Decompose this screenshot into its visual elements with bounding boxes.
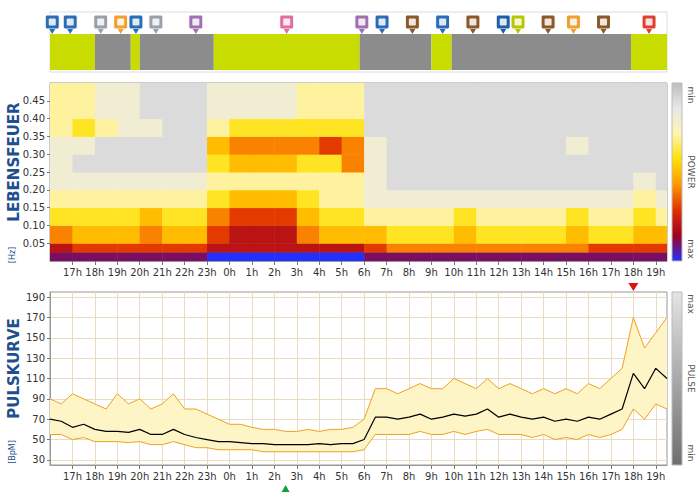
svg-text:170: 170 <box>26 312 45 323</box>
svg-text:POWER: POWER <box>686 155 696 188</box>
svg-text:17h: 17h <box>601 471 620 482</box>
svg-text:13h: 13h <box>512 471 531 482</box>
svg-text:9h: 9h <box>425 267 438 278</box>
svg-text:11h: 11h <box>467 471 486 482</box>
svg-text:21h: 21h <box>153 471 172 482</box>
svg-text:4h: 4h <box>313 471 326 482</box>
svg-text:19h: 19h <box>646 471 665 482</box>
svg-text:0.40: 0.40 <box>23 113 45 124</box>
svg-text:11h: 11h <box>467 267 486 278</box>
svg-text:19h: 19h <box>108 267 127 278</box>
svg-text:18h: 18h <box>624 471 643 482</box>
svg-text:[BpM]: [BpM] <box>8 440 17 464</box>
svg-text:7h: 7h <box>380 267 393 278</box>
svg-text:8h: 8h <box>403 267 416 278</box>
svg-text:190: 190 <box>26 292 45 303</box>
svg-text:0.35: 0.35 <box>23 131 45 142</box>
svg-text:50: 50 <box>32 434 45 445</box>
svg-text:14h: 14h <box>534 471 553 482</box>
svg-text:18h: 18h <box>624 267 643 278</box>
svg-text:min: min <box>686 87 696 104</box>
svg-text:15h: 15h <box>557 267 576 278</box>
svg-text:LEBENSFEUER: LEBENSFEUER <box>5 102 23 222</box>
svg-text:23h: 23h <box>198 471 217 482</box>
svg-text:17h: 17h <box>63 267 82 278</box>
svg-text:0.05: 0.05 <box>23 238 45 249</box>
svg-text:[Hz]: [Hz] <box>8 247 17 263</box>
svg-text:16h: 16h <box>579 267 598 278</box>
svg-text:70: 70 <box>32 414 45 425</box>
svg-text:1h: 1h <box>246 471 259 482</box>
svg-text:7h: 7h <box>380 471 393 482</box>
svg-text:10h: 10h <box>444 471 463 482</box>
svg-text:0.10: 0.10 <box>23 220 45 231</box>
svg-text:0.20: 0.20 <box>23 184 45 195</box>
svg-text:17h: 17h <box>601 267 620 278</box>
svg-text:22h: 22h <box>175 267 194 278</box>
svg-text:min: min <box>686 445 696 462</box>
svg-text:0h: 0h <box>223 471 236 482</box>
svg-text:4h: 4h <box>313 267 326 278</box>
svg-text:23h: 23h <box>198 267 217 278</box>
svg-text:10h: 10h <box>444 267 463 278</box>
svg-text:14h: 14h <box>534 267 553 278</box>
svg-text:90: 90 <box>32 393 45 404</box>
svg-text:13h: 13h <box>512 267 531 278</box>
svg-text:150: 150 <box>26 332 45 343</box>
svg-text:15h: 15h <box>557 471 576 482</box>
svg-text:2h: 2h <box>268 471 281 482</box>
svg-text:12h: 12h <box>489 471 508 482</box>
svg-text:130: 130 <box>26 353 45 364</box>
svg-text:PULSE: PULSE <box>686 364 696 393</box>
svg-text:PULSKURVE: PULSKURVE <box>5 318 23 418</box>
svg-text:21h: 21h <box>153 267 172 278</box>
svg-text:2h: 2h <box>268 267 281 278</box>
svg-text:3h: 3h <box>290 471 303 482</box>
svg-text:0.15: 0.15 <box>23 202 45 213</box>
svg-text:9h: 9h <box>425 471 438 482</box>
svg-text:18h: 18h <box>85 471 104 482</box>
svg-text:max: max <box>686 294 696 314</box>
svg-text:16h: 16h <box>579 471 598 482</box>
svg-text:19h: 19h <box>646 267 665 278</box>
svg-text:5h: 5h <box>335 471 348 482</box>
svg-text:20h: 20h <box>130 471 149 482</box>
svg-text:12h: 12h <box>489 267 508 278</box>
svg-text:0h: 0h <box>223 267 236 278</box>
svg-text:max: max <box>686 239 696 259</box>
svg-text:110: 110 <box>26 373 45 384</box>
svg-text:0.30: 0.30 <box>23 149 45 160</box>
svg-text:3h: 3h <box>290 267 303 278</box>
svg-text:30: 30 <box>32 454 45 465</box>
svg-text:5h: 5h <box>335 267 348 278</box>
svg-text:8h: 8h <box>403 471 416 482</box>
svg-text:0.45: 0.45 <box>23 95 45 106</box>
svg-text:6h: 6h <box>358 471 371 482</box>
svg-text:18h: 18h <box>85 267 104 278</box>
svg-text:19h: 19h <box>108 471 127 482</box>
svg-text:0.25: 0.25 <box>23 167 45 178</box>
svg-text:17h: 17h <box>63 471 82 482</box>
svg-text:20h: 20h <box>130 267 149 278</box>
svg-text:1h: 1h <box>246 267 259 278</box>
svg-text:6h: 6h <box>358 267 371 278</box>
svg-text:22h: 22h <box>175 471 194 482</box>
